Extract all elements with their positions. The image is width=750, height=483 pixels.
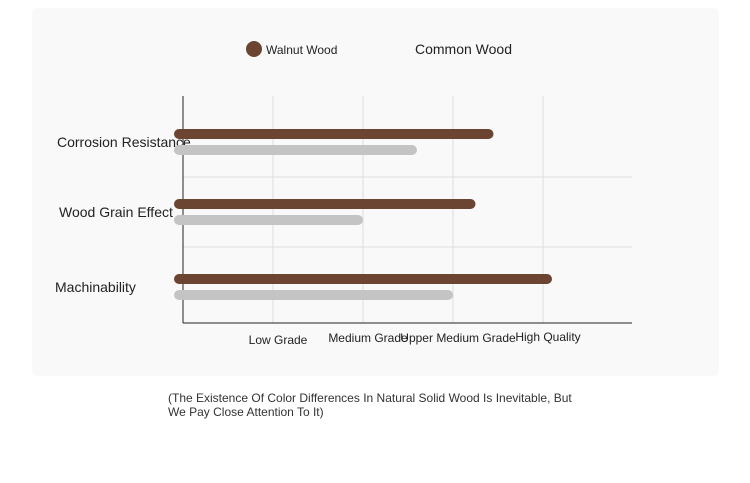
category-label: Corrosion Resistance <box>57 134 191 150</box>
legend-walnut-label: Walnut Wood <box>266 43 338 57</box>
category-label: Wood Grain Effect <box>59 204 173 220</box>
x-tick-label: High Quality <box>515 330 580 344</box>
wood-color-note: (The Existence Of Color Differences In N… <box>168 391 572 419</box>
legend-common-label: Common Wood <box>415 41 513 57</box>
x-tick-label: Medium Grade <box>328 331 408 345</box>
x-tick-label: Low Grade <box>249 333 308 347</box>
category-label: Machinability <box>55 279 136 295</box>
legend-walnut-swatch <box>246 41 262 57</box>
chart-card <box>32 8 719 376</box>
x-tick-label: Upper Medium Grade <box>400 331 516 345</box>
